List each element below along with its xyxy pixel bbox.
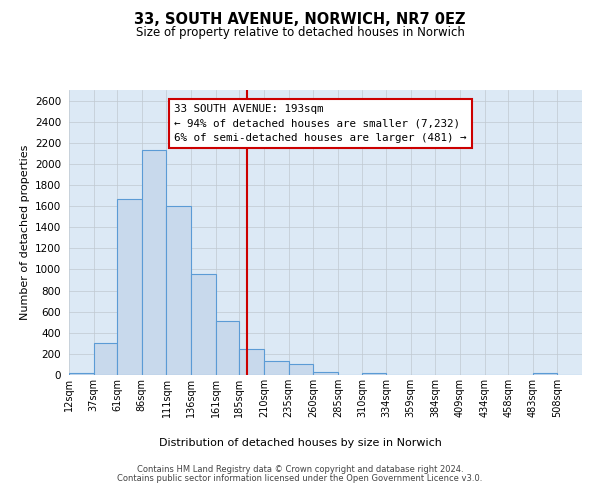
Text: 33 SOUTH AVENUE: 193sqm
← 94% of detached houses are smaller (7,232)
6% of semi-: 33 SOUTH AVENUE: 193sqm ← 94% of detache… bbox=[174, 104, 467, 143]
Bar bbox=[69, 373, 94, 375]
Bar bbox=[264, 362, 289, 375]
Bar bbox=[313, 372, 338, 375]
Bar bbox=[191, 274, 216, 375]
Y-axis label: Number of detached properties: Number of detached properties bbox=[20, 145, 29, 320]
Bar bbox=[239, 348, 264, 375]
Bar bbox=[117, 198, 142, 375]
Text: Contains HM Land Registry data © Crown copyright and database right 2024.: Contains HM Land Registry data © Crown c… bbox=[137, 465, 463, 474]
Bar bbox=[94, 344, 117, 375]
Text: Contains public sector information licensed under the Open Government Licence v3: Contains public sector information licen… bbox=[118, 474, 482, 483]
Bar bbox=[362, 374, 386, 375]
Text: Size of property relative to detached houses in Norwich: Size of property relative to detached ho… bbox=[136, 26, 464, 39]
Bar bbox=[289, 364, 313, 375]
Bar bbox=[142, 150, 166, 375]
Bar bbox=[166, 206, 191, 375]
Bar bbox=[533, 373, 557, 375]
Text: Distribution of detached houses by size in Norwich: Distribution of detached houses by size … bbox=[158, 438, 442, 448]
Text: 33, SOUTH AVENUE, NORWICH, NR7 0EZ: 33, SOUTH AVENUE, NORWICH, NR7 0EZ bbox=[134, 12, 466, 28]
Bar bbox=[216, 321, 239, 375]
